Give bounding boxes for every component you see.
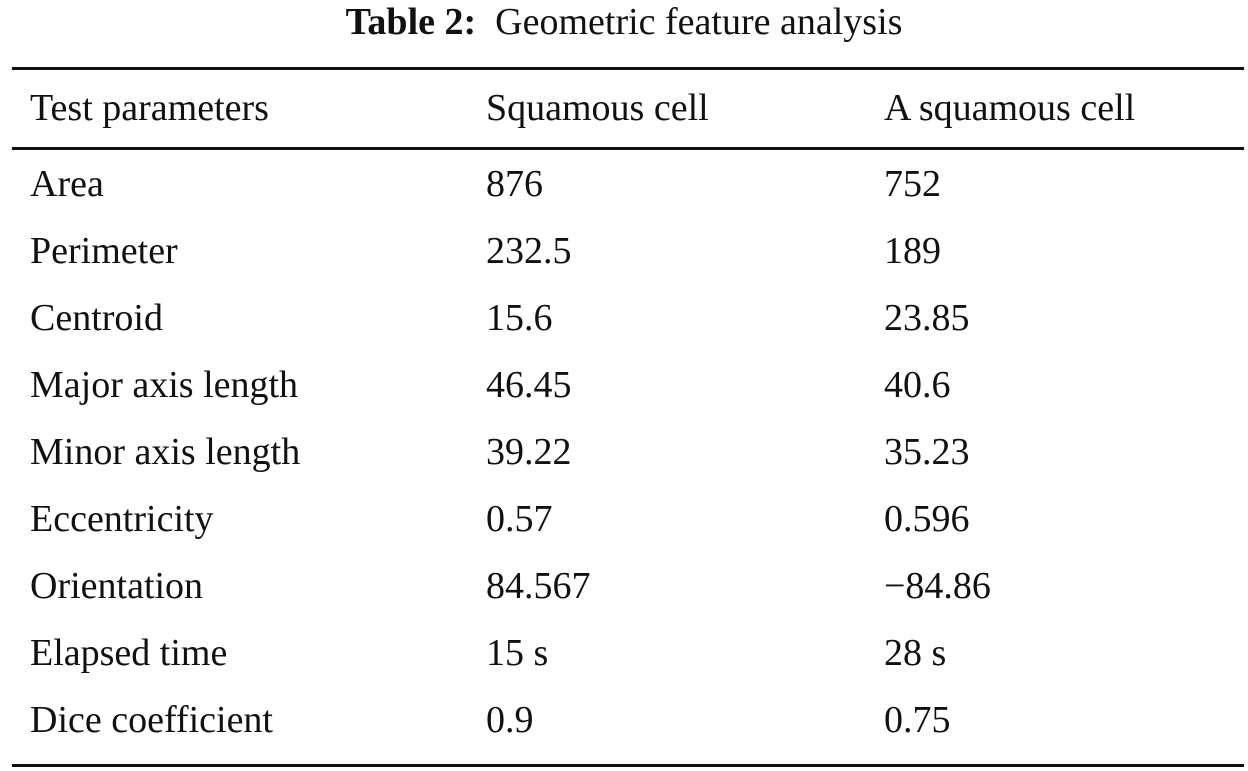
row-label: Major axis length xyxy=(30,364,299,406)
a-squamous-value: 23.85 xyxy=(884,297,970,339)
bottom-rule xyxy=(12,764,1244,767)
geometric-feature-table: Test parameters Squamous cell A squamous… xyxy=(12,70,1244,754)
table-row: Elapsed time 15 s 28 s xyxy=(12,620,1244,687)
table-caption: Table 2: Geometric feature analysis xyxy=(0,0,1248,44)
table-row: Major axis length 46.45 40.6 xyxy=(12,352,1244,419)
row-label: Centroid xyxy=(30,297,163,339)
top-rule xyxy=(12,67,1244,70)
caption-title: Geometric feature analysis xyxy=(495,1,903,43)
caption-label: Table 2: xyxy=(345,1,477,43)
squamous-value: 0.9 xyxy=(486,699,534,741)
squamous-value: 39.22 xyxy=(486,431,572,473)
a-squamous-value: 0.75 xyxy=(884,699,951,741)
table-row: Area 876 752 xyxy=(12,147,1244,218)
a-squamous-value: 40.6 xyxy=(884,364,951,406)
squamous-value: 15.6 xyxy=(486,297,553,339)
header-a-squamous-cell: A squamous cell xyxy=(884,87,1136,129)
row-label: Dice coefficient xyxy=(30,699,273,741)
table-row: Dice coefficient 0.9 0.75 xyxy=(12,687,1244,754)
squamous-value: 46.45 xyxy=(486,364,572,406)
row-label: Elapsed time xyxy=(30,632,228,674)
table-row: Centroid 15.6 23.85 xyxy=(12,285,1244,352)
table-row: Orientation 84.567 −84.86 xyxy=(12,553,1244,620)
a-squamous-value: 189 xyxy=(884,230,941,272)
header-row: Test parameters Squamous cell A squamous… xyxy=(12,70,1244,147)
row-label: Eccentricity xyxy=(30,498,214,540)
row-label: Perimeter xyxy=(30,230,178,272)
row-label: Minor axis length xyxy=(30,431,301,473)
a-squamous-value: 0.596 xyxy=(884,498,970,540)
squamous-value: 15 s xyxy=(486,632,549,674)
squamous-value: 232.5 xyxy=(486,230,572,272)
squamous-value: 84.567 xyxy=(486,565,591,607)
a-squamous-value: 28 s xyxy=(884,632,947,674)
a-squamous-value: 35.23 xyxy=(884,431,970,473)
table-row: Eccentricity 0.57 0.596 xyxy=(12,486,1244,553)
header-squamous-cell: Squamous cell xyxy=(486,87,709,129)
squamous-value: 0.57 xyxy=(486,498,553,540)
a-squamous-value: −84.86 xyxy=(884,565,991,607)
row-label: Orientation xyxy=(30,565,204,607)
table-body: Area 876 752 Perimeter 232.5 189 Centroi… xyxy=(12,147,1244,754)
a-squamous-value: 752 xyxy=(884,163,941,205)
table-header: Test parameters Squamous cell A squamous… xyxy=(12,70,1244,147)
row-label: Area xyxy=(30,163,104,205)
header-rule xyxy=(12,147,1244,150)
table-row: Minor axis length 39.22 35.23 xyxy=(12,419,1244,486)
header-test-parameters: Test parameters xyxy=(30,87,269,129)
squamous-value: 876 xyxy=(486,163,543,205)
table-row: Perimeter 232.5 189 xyxy=(12,218,1244,285)
